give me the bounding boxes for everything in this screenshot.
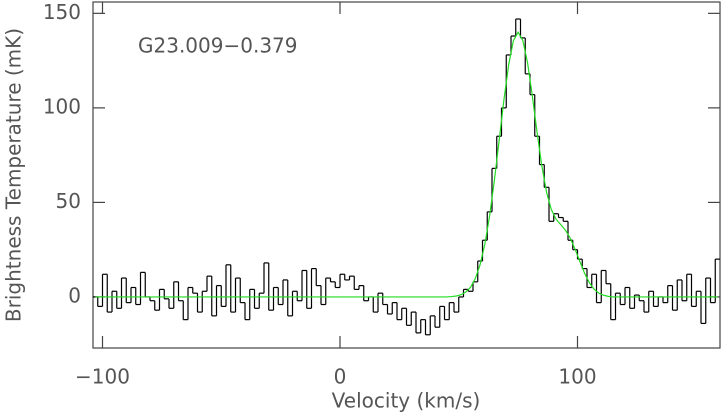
y-axis-label: Brightness Temperature (mK) [2, 28, 26, 322]
y-tick-label: 150 [43, 0, 81, 24]
plot-frame [92, 1, 721, 349]
y-tick-label: 50 [56, 189, 81, 213]
x-axis-label: Velocity (km/s) [332, 389, 481, 413]
x-tick-label: −100 [75, 365, 130, 389]
fit-line [95, 31, 718, 298]
y-tick-label: 0 [68, 283, 81, 307]
y-tick-label: 100 [43, 94, 81, 118]
x-tick-label: 0 [334, 365, 347, 389]
annotation: G23.009−0.379 [138, 34, 298, 58]
x-tick-label: 100 [558, 365, 596, 389]
